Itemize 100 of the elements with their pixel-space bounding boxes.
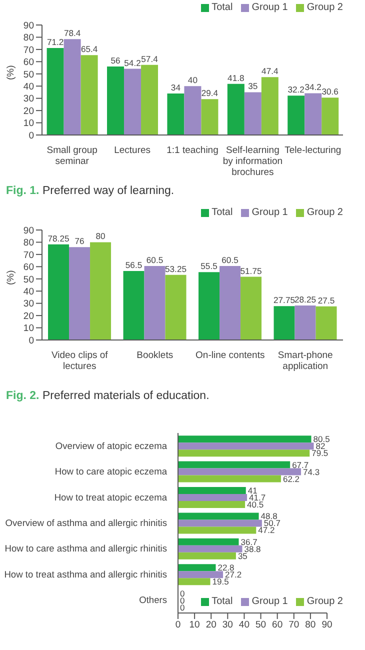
data-label: 55.5 bbox=[200, 261, 218, 272]
data-label: 51.75 bbox=[240, 266, 262, 276]
data-label: 47.4 bbox=[262, 66, 278, 76]
bar bbox=[178, 461, 290, 468]
bar bbox=[178, 571, 224, 578]
x-tick-label: Self-learning by information brochures bbox=[222, 145, 283, 178]
y-tick-label: 80 bbox=[23, 32, 34, 44]
y-tick-label: 20 bbox=[23, 106, 34, 117]
data-label: 80 bbox=[96, 231, 106, 242]
bar bbox=[261, 77, 278, 135]
y-tick-label: 60 bbox=[23, 57, 34, 68]
data-label: 41.7 bbox=[249, 492, 266, 502]
bar bbox=[48, 244, 70, 340]
data-label: 56 bbox=[110, 56, 121, 66]
y-tick-label: 10 bbox=[23, 323, 34, 334]
y-tick-label: 60 bbox=[23, 262, 34, 274]
y-tick-label: 20 bbox=[23, 310, 34, 322]
bar bbox=[178, 501, 246, 508]
bar bbox=[167, 93, 184, 135]
data-label: 41 bbox=[248, 486, 258, 496]
bar bbox=[80, 55, 98, 135]
x-tick-label: Booklets bbox=[136, 350, 174, 361]
x-tick-label: Smart-phone application bbox=[278, 350, 333, 372]
bar bbox=[288, 96, 305, 135]
data-label: 34.2 bbox=[304, 82, 322, 92]
legend-label: Group 2 bbox=[306, 2, 343, 13]
x-tick-label: 60 bbox=[272, 620, 283, 631]
y-tick-label: 50 bbox=[23, 69, 34, 80]
legend-label: Total bbox=[210, 207, 233, 218]
bar bbox=[46, 48, 64, 135]
legend-label: Total bbox=[210, 596, 233, 607]
bar bbox=[144, 266, 166, 340]
data-label: 40.5 bbox=[247, 500, 264, 510]
data-label: 27.5 bbox=[318, 295, 335, 306]
text: Fig. 1. Preferred way of learning. bbox=[6, 185, 176, 197]
bar bbox=[178, 552, 236, 560]
data-label: 27.75 bbox=[274, 295, 296, 306]
data-label: 32.2 bbox=[288, 84, 305, 95]
bar bbox=[244, 92, 262, 135]
data-label: 71.2 bbox=[46, 36, 64, 47]
bar bbox=[178, 545, 242, 552]
x-tick-label: 30 bbox=[222, 620, 233, 631]
y-tick-label: 90 bbox=[23, 225, 34, 236]
bar bbox=[178, 564, 216, 572]
y-tick-label: How to care atopic eczema bbox=[54, 466, 168, 477]
legend-label: Group 1 bbox=[250, 207, 288, 218]
bar bbox=[178, 450, 310, 457]
bar bbox=[220, 266, 241, 340]
x-tick-label: Lectures bbox=[114, 145, 151, 156]
y-tick-label: 70 bbox=[23, 250, 34, 261]
data-label: 65.4 bbox=[80, 44, 98, 54]
bar bbox=[107, 66, 124, 135]
bar bbox=[198, 272, 220, 340]
y-tick-label: Overview of atopic eczema bbox=[55, 440, 168, 451]
bar bbox=[178, 468, 302, 476]
bar bbox=[316, 306, 337, 340]
bar bbox=[201, 99, 218, 135]
y-tick-label: Others bbox=[139, 595, 168, 606]
bar bbox=[178, 487, 246, 494]
legend-label: Group 2 bbox=[306, 207, 343, 218]
data-label: 35 bbox=[248, 81, 258, 92]
data-label: 29.4 bbox=[201, 88, 218, 98]
x-tick-label: 70 bbox=[288, 620, 300, 631]
x-tick-label: 20 bbox=[206, 620, 216, 631]
data-label: 28.25 bbox=[294, 294, 316, 304]
bar bbox=[304, 93, 322, 135]
text: Fig. 2. Preferred materials of education. bbox=[6, 390, 210, 402]
y-tick-label: How to care asthma and allergic rhinitis bbox=[4, 544, 168, 554]
y-tick-label: 40 bbox=[23, 286, 34, 298]
bar bbox=[184, 86, 202, 135]
legend-label: Total bbox=[210, 2, 233, 13]
bar bbox=[274, 306, 295, 340]
legend-label: Group 1 bbox=[250, 596, 288, 607]
x-tick-label: On-line contents bbox=[196, 350, 265, 361]
bar bbox=[123, 270, 144, 340]
bar bbox=[178, 512, 259, 520]
bar bbox=[124, 68, 142, 135]
y-tick-label: 0 bbox=[28, 335, 34, 346]
bar bbox=[69, 247, 90, 340]
x-tick-label: 80 bbox=[305, 620, 316, 631]
data-label: 53.25 bbox=[165, 264, 187, 274]
y-tick-label: 0 bbox=[28, 130, 34, 142]
x-tick-label: 40 bbox=[238, 620, 250, 631]
y-tick-label: 80 bbox=[23, 238, 34, 249]
data-label: 34 bbox=[170, 82, 181, 92]
y-tick-label: 30 bbox=[23, 298, 34, 310]
bar bbox=[178, 494, 248, 501]
data-label: 78.4 bbox=[64, 28, 81, 38]
data-label: 30.6 bbox=[322, 86, 339, 97]
x-tick-label: Video clips of lectures bbox=[51, 350, 108, 372]
bar bbox=[178, 442, 314, 450]
x-tick-label: 0 bbox=[175, 620, 181, 631]
y-tick-label: How to treat asthma and allergic rhinitis bbox=[4, 569, 168, 580]
data-label: 40 bbox=[188, 75, 198, 86]
x-tick-label: 90 bbox=[322, 620, 332, 631]
x-tick-label: 1:1 teaching bbox=[166, 145, 218, 156]
y-tick-label: Overview of asthma and allergic rhinitis bbox=[5, 518, 168, 528]
x-tick-label: Small group seminar bbox=[46, 145, 98, 167]
bar bbox=[227, 84, 244, 135]
y-tick-label: 40 bbox=[23, 81, 34, 92]
